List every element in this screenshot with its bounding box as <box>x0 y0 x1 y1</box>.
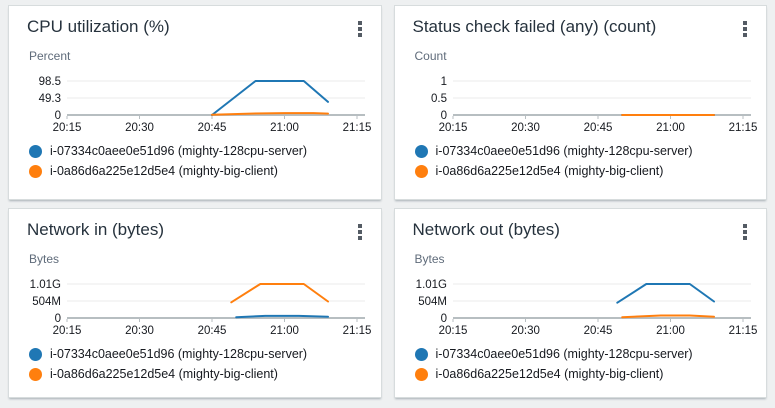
svg-text:1: 1 <box>440 76 446 88</box>
legend-swatch-icon <box>29 367 42 381</box>
legend-swatch-icon <box>414 347 428 361</box>
network-in-chart[interactable]: 1.01G 504M 020:15 20:30 20:45 21:00 21:15 <box>27 272 372 340</box>
legend-item[interactable]: i-0a86d6a225e12d5e4 (mighty-big-client) <box>29 161 367 181</box>
svg-text:20:15: 20:15 <box>438 325 467 337</box>
legend-label: i-07334c0aee0e51d96 (mighty-128cpu-serve… <box>435 144 693 158</box>
chart-legend: i-07334c0aee0e51d96 (mighty-128cpu-serve… <box>29 141 367 181</box>
cpu-utilization-chart[interactable]: 98.5 49.3 020:15 20:30 20:45 21:00 21:15 <box>27 69 372 137</box>
svg-text:20:45: 20:45 <box>198 122 227 134</box>
kebab-menu-icon[interactable] <box>353 18 367 40</box>
legend-label: i-0a86d6a225e12d5e4 (mighty-big-client) <box>435 164 664 178</box>
svg-text:21:00: 21:00 <box>270 122 299 134</box>
legend-item[interactable]: i-0a86d6a225e12d5e4 (mighty-big-client) <box>29 364 367 384</box>
kebab-menu-icon[interactable] <box>738 221 752 243</box>
widget-title: Status check failed (any) (count) <box>412 17 657 36</box>
svg-text:49.3: 49.3 <box>39 93 61 105</box>
legend-swatch-icon <box>414 164 428 178</box>
legend-label: i-0a86d6a225e12d5e4 (mighty-big-client) <box>50 164 278 178</box>
svg-text:1.01G: 1.01G <box>30 279 61 291</box>
svg-text:0: 0 <box>55 313 61 325</box>
widget-title: CPU utilization (%) <box>27 17 170 36</box>
svg-text:20:45: 20:45 <box>583 122 612 134</box>
svg-text:504M: 504M <box>32 296 61 308</box>
svg-text:20:15: 20:15 <box>438 122 467 134</box>
svg-text:20:45: 20:45 <box>198 325 227 337</box>
svg-text:20:15: 20:15 <box>53 122 82 134</box>
network-out-chart[interactable]: 1.01G 504M 020:15 20:30 20:45 21:00 21:15 <box>413 272 757 340</box>
svg-text:21:15: 21:15 <box>343 122 372 134</box>
y-axis-label: Bytes <box>414 252 445 266</box>
legend-label: i-0a86d6a225e12d5e4 (mighty-big-client) <box>435 367 664 381</box>
svg-text:21:15: 21:15 <box>728 122 757 134</box>
widget-header: Network in (bytes) <box>27 219 367 243</box>
legend-swatch-icon <box>29 144 42 158</box>
legend-item[interactable]: i-07334c0aee0e51d96 (mighty-128cpu-serve… <box>414 344 753 364</box>
legend-item[interactable]: i-07334c0aee0e51d96 (mighty-128cpu-serve… <box>29 141 367 161</box>
legend-item[interactable]: i-0a86d6a225e12d5e4 (mighty-big-client) <box>414 161 753 181</box>
widget-header: Status check failed (any) (count) <box>413 16 753 40</box>
status-check-failed-widget: Status check failed (any) (count) Count … <box>393 5 767 200</box>
legend-label: i-07334c0aee0e51d96 (mighty-128cpu-serve… <box>50 144 308 158</box>
legend-swatch-icon <box>29 164 42 178</box>
status-check-failed-chart[interactable]: 1 0.5 020:15 20:30 20:45 21:00 21:15 <box>413 69 757 137</box>
chart-legend: i-07334c0aee0e51d96 (mighty-128cpu-serve… <box>414 344 753 384</box>
widget-header: Network out (bytes) <box>413 219 753 243</box>
legend-label: i-07334c0aee0e51d96 (mighty-128cpu-serve… <box>50 347 308 361</box>
widget-title: Network in (bytes) <box>27 220 164 239</box>
chart-legend: i-07334c0aee0e51d96 (mighty-128cpu-serve… <box>29 344 367 384</box>
svg-text:21:00: 21:00 <box>270 325 299 337</box>
widget-header: CPU utilization (%) <box>27 16 367 40</box>
svg-text:21:15: 21:15 <box>728 325 757 337</box>
svg-text:0.5: 0.5 <box>431 93 447 105</box>
kebab-menu-icon[interactable] <box>738 18 752 40</box>
legend-item[interactable]: i-07334c0aee0e51d96 (mighty-128cpu-serve… <box>29 344 367 364</box>
svg-text:504M: 504M <box>418 296 447 308</box>
legend-label: i-07334c0aee0e51d96 (mighty-128cpu-serve… <box>435 347 693 361</box>
legend-swatch-icon <box>414 367 428 381</box>
y-axis-label: Count <box>414 49 447 63</box>
svg-text:20:15: 20:15 <box>53 325 82 337</box>
svg-text:98.5: 98.5 <box>39 76 61 88</box>
kebab-menu-icon[interactable] <box>353 221 367 243</box>
legend-label: i-0a86d6a225e12d5e4 (mighty-big-client) <box>50 367 278 381</box>
legend-swatch-icon <box>29 347 42 361</box>
svg-text:0: 0 <box>440 110 446 122</box>
svg-text:0: 0 <box>55 110 61 122</box>
svg-text:20:30: 20:30 <box>125 122 154 134</box>
svg-text:20:30: 20:30 <box>511 325 540 337</box>
svg-text:20:30: 20:30 <box>125 325 154 337</box>
legend-swatch-icon <box>414 144 428 158</box>
legend-item[interactable]: i-07334c0aee0e51d96 (mighty-128cpu-serve… <box>414 141 753 161</box>
cpu-utilization-widget: CPU utilization (%) Percent 98.5 49.3 0 20:… <box>8 5 382 200</box>
svg-text:21:00: 21:00 <box>656 122 685 134</box>
svg-text:20:30: 20:30 <box>511 122 540 134</box>
svg-text:0: 0 <box>440 313 446 325</box>
network-out-widget: Network out (bytes) Bytes 1.01G 504M 0 20:1… <box>393 208 767 398</box>
svg-text:21:15: 21:15 <box>343 325 372 337</box>
svg-text:1.01G: 1.01G <box>415 279 446 291</box>
y-axis-label: Bytes <box>29 252 60 266</box>
network-in-widget: Network in (bytes) Bytes 1.01G 504M 0 20:15… <box>8 208 382 398</box>
svg-text:20:45: 20:45 <box>583 325 612 337</box>
legend-item[interactable]: i-0a86d6a225e12d5e4 (mighty-big-client) <box>414 364 753 384</box>
widget-title: Network out (bytes) <box>412 220 560 239</box>
chart-legend: i-07334c0aee0e51d96 (mighty-128cpu-serve… <box>414 141 753 181</box>
y-axis-label: Percent <box>29 49 71 63</box>
svg-text:21:00: 21:00 <box>656 325 685 337</box>
